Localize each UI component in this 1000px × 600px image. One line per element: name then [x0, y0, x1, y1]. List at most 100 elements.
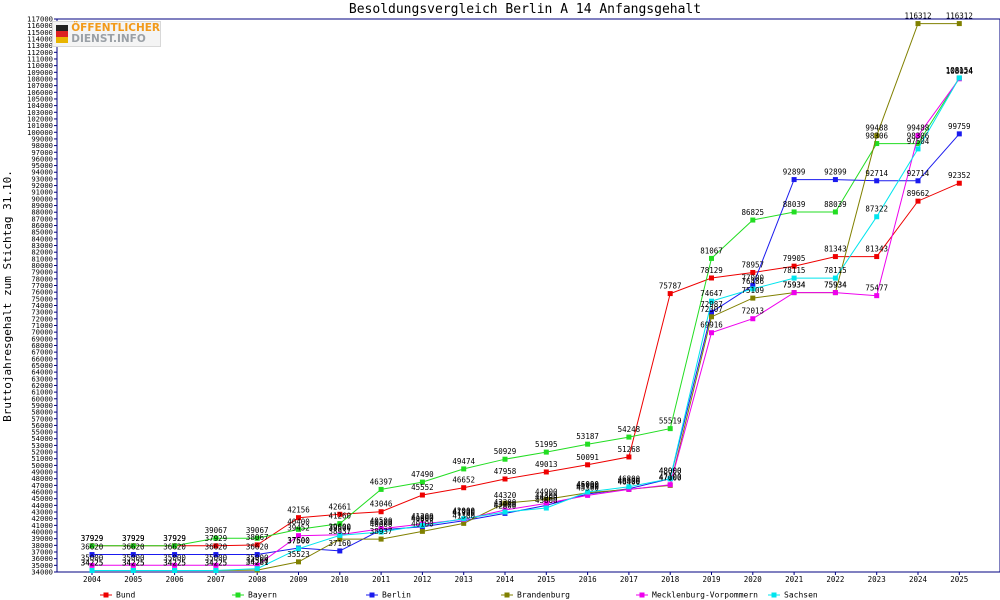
series-line — [92, 77, 960, 571]
x-tick-label: 2007 — [207, 575, 225, 584]
data-point — [585, 489, 591, 495]
data-point — [172, 543, 178, 549]
data-label: 108154 — [946, 66, 974, 75]
data-point — [213, 568, 219, 574]
y-tick-label: 70000 — [31, 328, 53, 337]
data-point — [378, 509, 384, 515]
legend-label: Sachsen — [784, 591, 818, 600]
y-tick-label: 50000 — [31, 461, 53, 470]
y-tick-label: 106000 — [27, 88, 53, 97]
x-tick-label: 2022 — [826, 575, 844, 584]
y-tick-label: 84000 — [31, 234, 53, 243]
y-tick-label: 108000 — [27, 74, 53, 83]
data-label: 37600 — [287, 536, 310, 545]
y-tick-label: 111000 — [27, 54, 53, 63]
data-label: 41300 — [452, 511, 475, 520]
data-point — [956, 131, 962, 137]
data-label: 116312 — [904, 12, 931, 21]
data-label: 46000 — [576, 480, 599, 489]
data-point — [915, 198, 921, 204]
data-label: 34225 — [205, 559, 228, 568]
y-tick-label: 72000 — [31, 314, 53, 323]
data-point — [709, 275, 714, 281]
data-point — [709, 298, 714, 304]
data-label: 37929 — [81, 534, 104, 543]
data-label: 39067 — [246, 526, 269, 535]
y-tick-label: 117000 — [27, 15, 53, 24]
data-label: 98306 — [907, 132, 930, 141]
data-point — [832, 254, 838, 260]
legend-label: Mecklenburg-Vorpommern — [652, 591, 758, 600]
data-label: 46800 — [618, 475, 641, 484]
y-tick-label: 54000 — [31, 434, 53, 443]
data-point — [750, 269, 756, 275]
y-tick-label: 85000 — [31, 228, 53, 237]
data-point — [213, 543, 219, 549]
legend: Bund Bayern Berlin Brandenburg Mecklenburg-V… — [100, 591, 818, 600]
y-tick-label: 71000 — [31, 321, 53, 330]
y-tick-label: 86000 — [31, 221, 53, 230]
y-tick-label: 96000 — [31, 154, 53, 163]
x-tick-label: 2008 — [248, 575, 267, 584]
data-label: 49013 — [535, 460, 558, 469]
y-tick-label: 87000 — [31, 214, 53, 223]
data-point — [791, 290, 797, 296]
y-tick-label: 60000 — [31, 394, 53, 403]
y-tick-label: 79000 — [31, 268, 53, 277]
data-point — [213, 535, 219, 541]
series-line — [92, 77, 960, 547]
y-tick-label: 67000 — [31, 348, 53, 357]
data-label: 34225 — [122, 559, 145, 568]
data-label: 78115 — [783, 266, 806, 275]
y-tick-label: 63000 — [31, 374, 53, 383]
data-label: 47100 — [659, 473, 682, 482]
data-point — [296, 559, 301, 565]
data-label: 43046 — [370, 500, 393, 509]
data-point — [502, 500, 508, 506]
y-tick-label: 57000 — [31, 414, 53, 423]
data-point — [419, 492, 425, 498]
data-label: 75477 — [865, 284, 888, 293]
data-label: 77000 — [742, 274, 765, 283]
y-tick-label: 68000 — [31, 341, 53, 350]
data-point — [874, 141, 880, 147]
data-point — [337, 511, 343, 517]
data-label: 44300 — [535, 491, 558, 500]
data-point — [419, 522, 425, 528]
y-tick-label: 42000 — [31, 514, 53, 523]
data-label: 75934 — [824, 281, 847, 290]
y-tick-label: 95000 — [31, 161, 53, 170]
series-layer — [89, 21, 962, 574]
data-point — [543, 505, 549, 511]
data-label: 36620 — [122, 543, 145, 552]
legend-item: Brandenburg — [501, 591, 570, 600]
y-tick-label: 98000 — [31, 141, 53, 150]
data-label: 42800 — [494, 501, 517, 510]
data-label: 76486 — [742, 277, 765, 286]
data-point — [337, 536, 343, 542]
data-label: 72013 — [742, 307, 765, 316]
data-label: 37160 — [329, 539, 352, 548]
data-point — [626, 486, 632, 492]
data-point — [585, 441, 591, 447]
data-label: 45552 — [411, 483, 434, 492]
data-label: 39452 — [287, 524, 310, 533]
data-label: 42661 — [329, 502, 352, 511]
data-point — [667, 291, 673, 297]
data-label: 88039 — [783, 200, 806, 209]
data-point — [874, 254, 880, 260]
legend-item: Bund — [100, 591, 135, 600]
data-point — [709, 330, 714, 336]
x-tick-label: 2017 — [620, 575, 638, 584]
data-point — [461, 485, 467, 491]
y-tick-label: 81000 — [31, 254, 53, 263]
y-tick-label: 76000 — [31, 288, 53, 297]
data-label: 92899 — [824, 168, 847, 177]
y-tick-label: 93000 — [31, 174, 53, 183]
y-tick-label: 112000 — [27, 48, 53, 57]
data-label: 78115 — [824, 266, 847, 275]
y-tick-label: 65000 — [31, 361, 53, 370]
data-point — [915, 146, 921, 152]
y-tick-label: 66000 — [31, 354, 53, 363]
